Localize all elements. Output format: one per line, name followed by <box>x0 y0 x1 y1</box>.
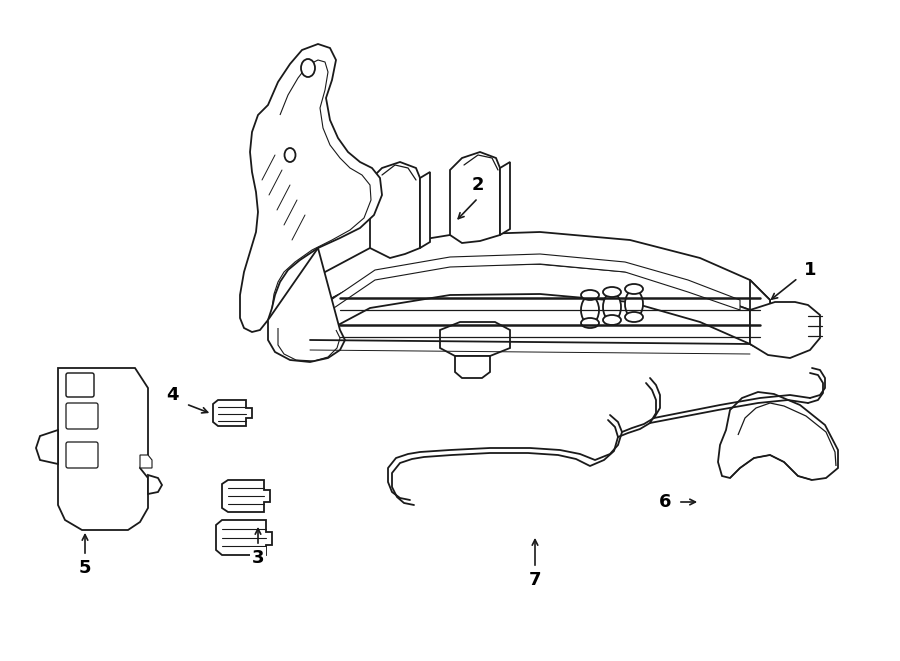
Polygon shape <box>216 520 272 555</box>
Ellipse shape <box>581 318 599 328</box>
Text: 4: 4 <box>166 386 178 404</box>
Polygon shape <box>140 455 152 468</box>
Polygon shape <box>750 302 820 358</box>
Polygon shape <box>455 356 490 378</box>
Ellipse shape <box>625 290 643 318</box>
Polygon shape <box>222 480 270 512</box>
Ellipse shape <box>581 290 599 300</box>
Ellipse shape <box>603 287 621 297</box>
Polygon shape <box>148 475 162 494</box>
Polygon shape <box>500 162 510 235</box>
Text: 5: 5 <box>79 559 91 577</box>
Polygon shape <box>718 392 838 480</box>
Polygon shape <box>58 368 148 530</box>
Text: 7: 7 <box>529 571 541 589</box>
FancyBboxPatch shape <box>66 373 94 397</box>
Polygon shape <box>450 152 500 243</box>
Polygon shape <box>370 162 420 258</box>
Ellipse shape <box>581 296 599 324</box>
Ellipse shape <box>603 315 621 325</box>
Ellipse shape <box>284 148 295 162</box>
Polygon shape <box>420 172 430 248</box>
Text: 2: 2 <box>472 176 484 194</box>
Ellipse shape <box>625 312 643 322</box>
Ellipse shape <box>603 293 621 321</box>
FancyBboxPatch shape <box>66 403 98 429</box>
Ellipse shape <box>301 59 315 77</box>
Polygon shape <box>310 264 770 354</box>
FancyBboxPatch shape <box>66 442 98 468</box>
Ellipse shape <box>625 284 643 294</box>
Polygon shape <box>328 254 740 312</box>
Polygon shape <box>750 280 770 354</box>
Text: 1: 1 <box>804 261 816 279</box>
Polygon shape <box>440 322 510 356</box>
Polygon shape <box>268 248 345 362</box>
Polygon shape <box>240 44 382 332</box>
Polygon shape <box>213 400 252 426</box>
Polygon shape <box>310 232 770 320</box>
Text: 3: 3 <box>252 549 265 567</box>
Text: 6: 6 <box>659 493 671 511</box>
Polygon shape <box>36 430 58 464</box>
